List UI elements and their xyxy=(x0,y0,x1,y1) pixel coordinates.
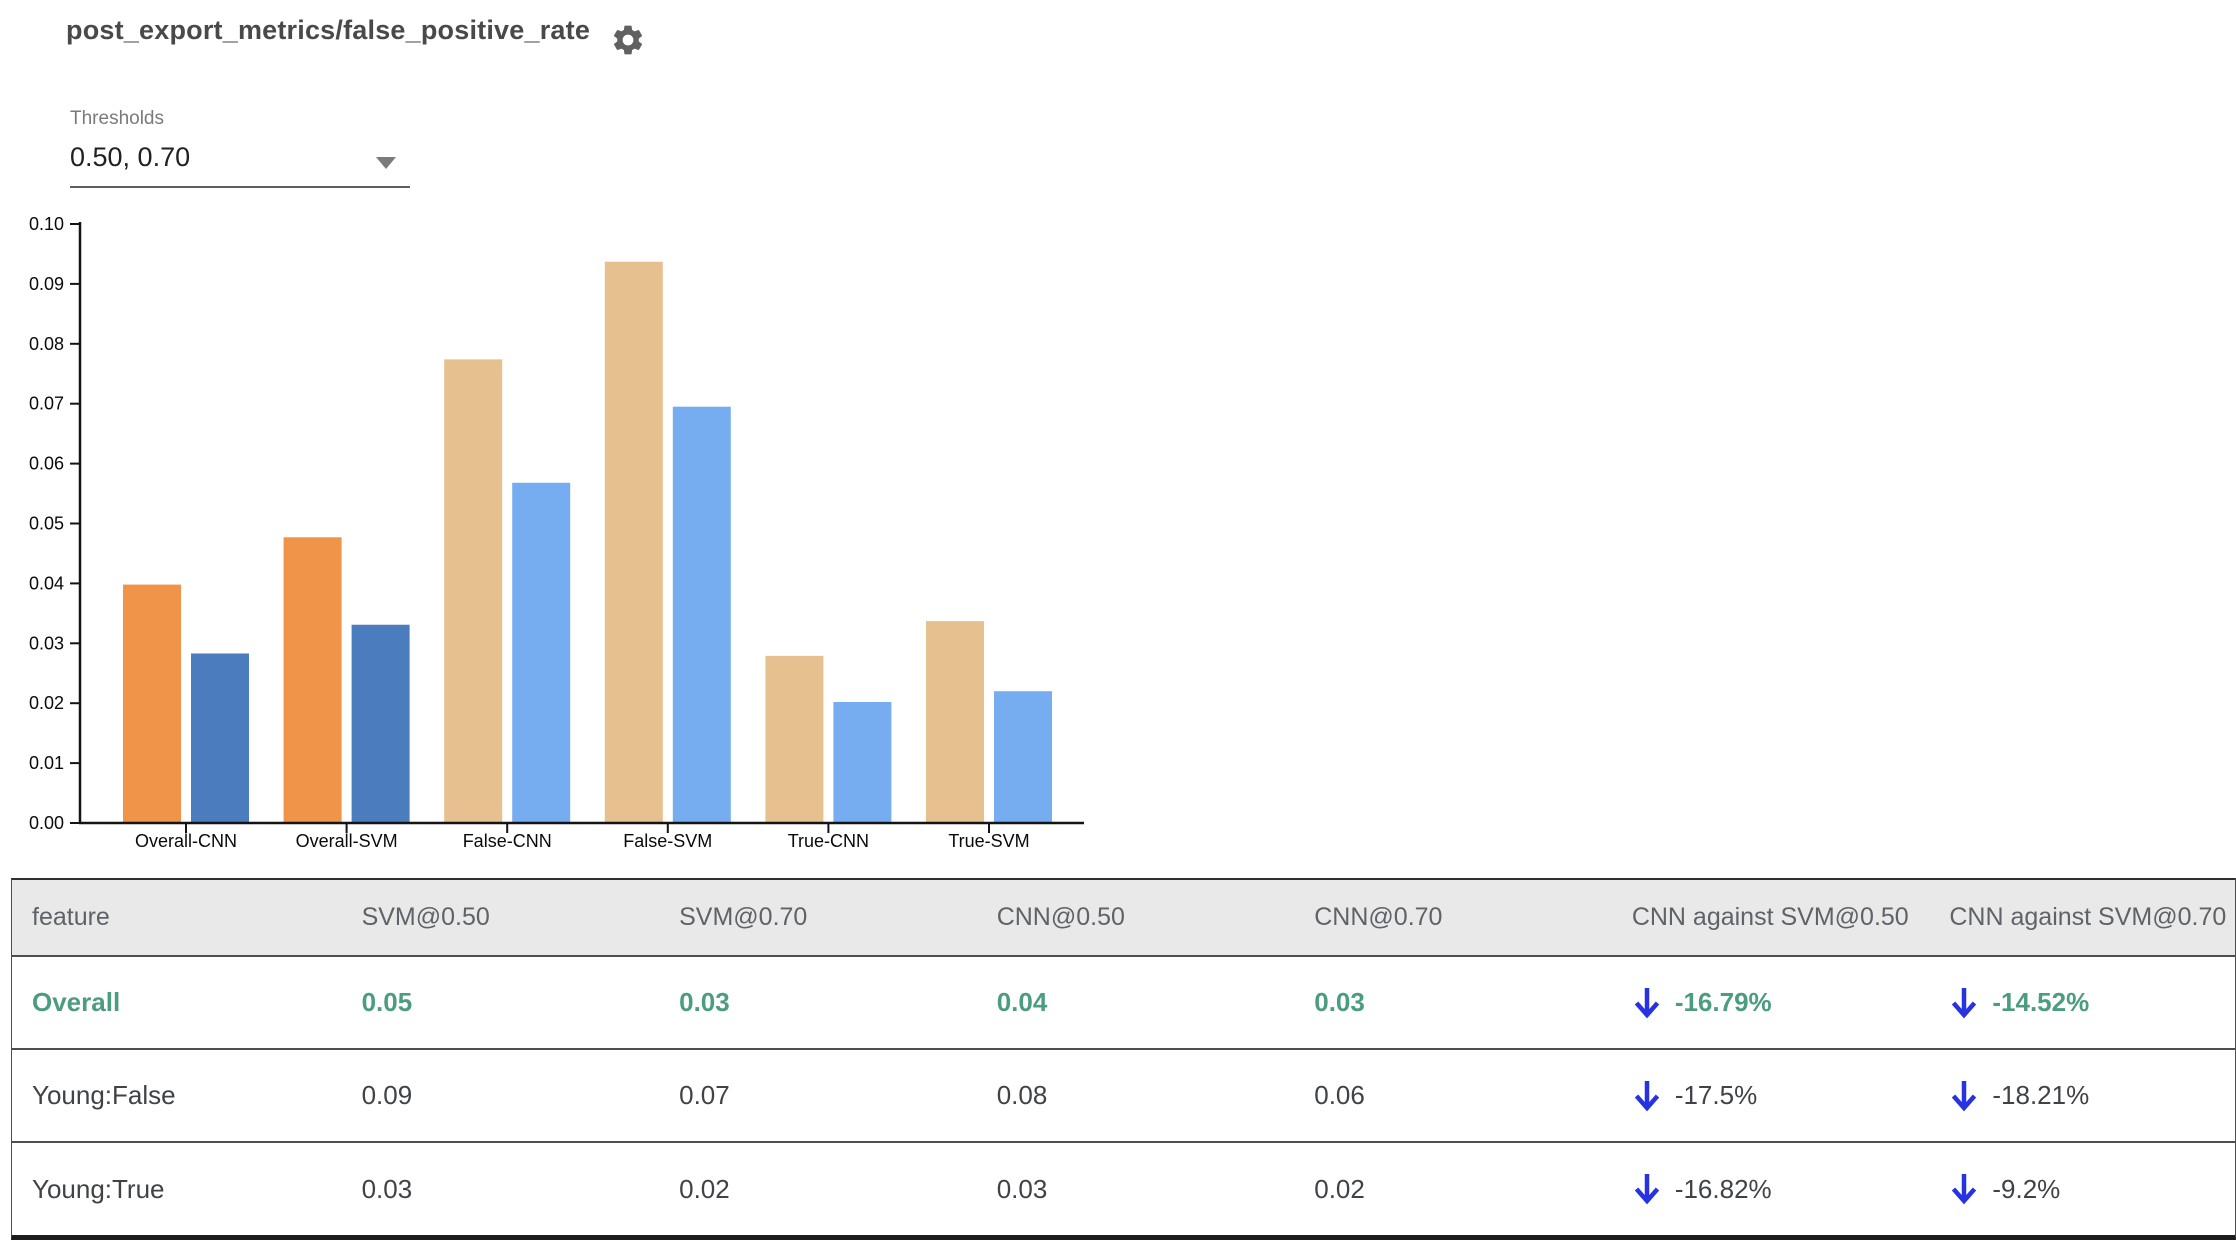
y-axis-tick-label: 0.02 xyxy=(29,693,64,713)
metric-value: 0.08 xyxy=(996,1080,1048,1110)
settings-gear-icon[interactable] xyxy=(610,22,646,58)
bar-Overall-SVM-at0.70[interactable] xyxy=(351,624,410,823)
metric-value: 0.06 xyxy=(1314,1080,1365,1110)
metric-value: 0.07 xyxy=(679,1080,730,1110)
delta-percentage: -9.2% xyxy=(1992,1173,2061,1204)
down-arrow-icon xyxy=(1634,1174,1660,1205)
bar-True-SVM-at0.50[interactable] xyxy=(926,621,984,823)
metrics-table-header: feature SVM@0.50 SVM@0.70 CNN@0.50 CNN@0.70 C… xyxy=(12,880,2235,956)
column-header-cnn-0-50: CNN@0.50 xyxy=(996,903,1125,931)
metrics-table: feature SVM@0.50 SVM@0.70 CNN@0.50 CNN@0.70 C… xyxy=(12,880,2235,1235)
y-axis-tick-label: 0.09 xyxy=(29,274,64,294)
bar-True-CNN-at0.50[interactable] xyxy=(765,655,824,823)
delta-cell: -16.79% xyxy=(1600,956,1918,1049)
thresholds-label: Thresholds xyxy=(70,108,164,129)
x-axis-category-label: False-SVM xyxy=(623,831,712,851)
column-header-cnn-against-svm-0-70: CNN against SVM@0.70 xyxy=(1949,903,2227,931)
gear-icon xyxy=(614,25,643,55)
bar-False-SVM-at0.70[interactable] xyxy=(672,406,731,823)
feature-name: Young:False xyxy=(32,1080,176,1110)
bar-False-SVM-at0.50[interactable] xyxy=(604,261,663,823)
bar-Overall-CNN-at0.70[interactable] xyxy=(191,653,249,823)
metric-value: 0.09 xyxy=(361,1080,413,1110)
delta-cell: -9.2% xyxy=(1917,1142,2235,1235)
metric-value: 0.03 xyxy=(679,987,730,1017)
bar-True-CNN-at0.70[interactable] xyxy=(833,702,892,823)
y-axis-tick-label: 0.06 xyxy=(29,454,64,474)
x-axis-category-label: True-SVM xyxy=(948,831,1029,851)
bar-True-SVM-at0.70[interactable] xyxy=(994,691,1052,823)
bar-False-CNN-at0.50[interactable] xyxy=(444,359,503,823)
delta-percentage: -18.21% xyxy=(1992,1080,2090,1110)
metric-value: 0.02 xyxy=(1314,1173,1365,1204)
x-axis-category-label: True-CNN xyxy=(788,831,869,851)
thresholds-selected-value: 0.50, 0.70 xyxy=(70,142,191,172)
down-arrow-icon xyxy=(1952,987,1977,1018)
delta-cell: -17.5% xyxy=(1600,1049,1918,1142)
column-header-cnn-0-70: CNN@0.70 xyxy=(1314,903,1443,931)
bar-Overall-SVM-at0.50[interactable] xyxy=(283,537,342,823)
table-row-young-false: Young:False 0.09 0.07 0.08 0.06 -17.5% -18.21% xyxy=(12,1049,2235,1142)
x-axis-category-label: Overall-SVM xyxy=(296,831,398,851)
bar-Overall-CNN-at0.50[interactable] xyxy=(123,584,181,823)
x-axis-category-label: False-CNN xyxy=(463,831,552,851)
thresholds-select[interactable]: 0.50, 0.70 xyxy=(70,138,410,188)
down-arrow-icon xyxy=(1634,1080,1660,1111)
column-header-svm-0-70: SVM@0.70 xyxy=(679,903,808,931)
metric-value: 0.03 xyxy=(996,1173,1048,1204)
delta-percentage: -17.5% xyxy=(1674,1080,1758,1110)
down-arrow-icon xyxy=(1634,987,1660,1018)
down-arrow-icon xyxy=(1952,1174,1977,1205)
metric-value: 0.03 xyxy=(1314,987,1365,1017)
delta-cell: -14.52% xyxy=(1917,956,2235,1049)
table-row-overall: Overall 0.05 0.03 0.04 0.03 -16.79% -14.52% xyxy=(12,956,2235,1049)
bar-False-CNN-at0.70[interactable] xyxy=(512,482,571,823)
y-axis-tick-label: 0.10 xyxy=(29,214,64,234)
page-title: post_export_metrics/false_positive_rate xyxy=(66,15,591,45)
metric-value: 0.02 xyxy=(679,1173,730,1204)
y-axis-tick-label: 0.07 xyxy=(29,394,64,414)
feature-name: Overall xyxy=(32,987,121,1017)
delta-percentage: -14.52% xyxy=(1992,987,2090,1017)
y-axis-tick-label: 0.05 xyxy=(29,514,64,534)
y-axis-tick-label: 0.04 xyxy=(29,573,64,593)
column-header-svm-0-50: SVM@0.50 xyxy=(361,903,490,931)
metric-value: 0.04 xyxy=(996,987,1048,1017)
x-axis-category-label: Overall-CNN xyxy=(135,831,237,851)
metric-value: 0.05 xyxy=(361,987,413,1017)
feature-name: Young:True xyxy=(32,1173,165,1204)
delta-cell: -18.21% xyxy=(1917,1049,2235,1142)
y-axis-tick-label: 0.03 xyxy=(29,633,64,653)
down-arrow-icon xyxy=(1952,1080,1977,1111)
metrics-table-container: feature SVM@0.50 SVM@0.70 CNN@0.50 CNN@0.70 C… xyxy=(11,878,2236,1240)
y-axis-tick-label: 0.01 xyxy=(29,753,64,773)
delta-percentage: -16.79% xyxy=(1674,987,1772,1017)
metric-value: 0.03 xyxy=(361,1173,413,1204)
delta-cell: -16.82% xyxy=(1600,1142,1918,1235)
false-positive-rate-bar-chart: 0.00 0.01 0.02 0.03 0.04 0.05 0.06 0.07 0.08 0.09… xyxy=(29,214,1084,851)
dropdown-caret-icon xyxy=(376,157,396,169)
column-header-feature: feature xyxy=(32,903,110,931)
table-row-young-true: Young:True 0.03 0.02 0.03 0.02 -16.82% -9.2% xyxy=(12,1142,2235,1235)
delta-percentage: -16.82% xyxy=(1674,1173,1772,1204)
y-axis-tick-label: 0.00 xyxy=(29,813,64,833)
column-header-cnn-against-svm-0-50: CNN against SVM@0.50 xyxy=(1631,903,1909,931)
y-axis-tick-label: 0.08 xyxy=(29,334,64,354)
